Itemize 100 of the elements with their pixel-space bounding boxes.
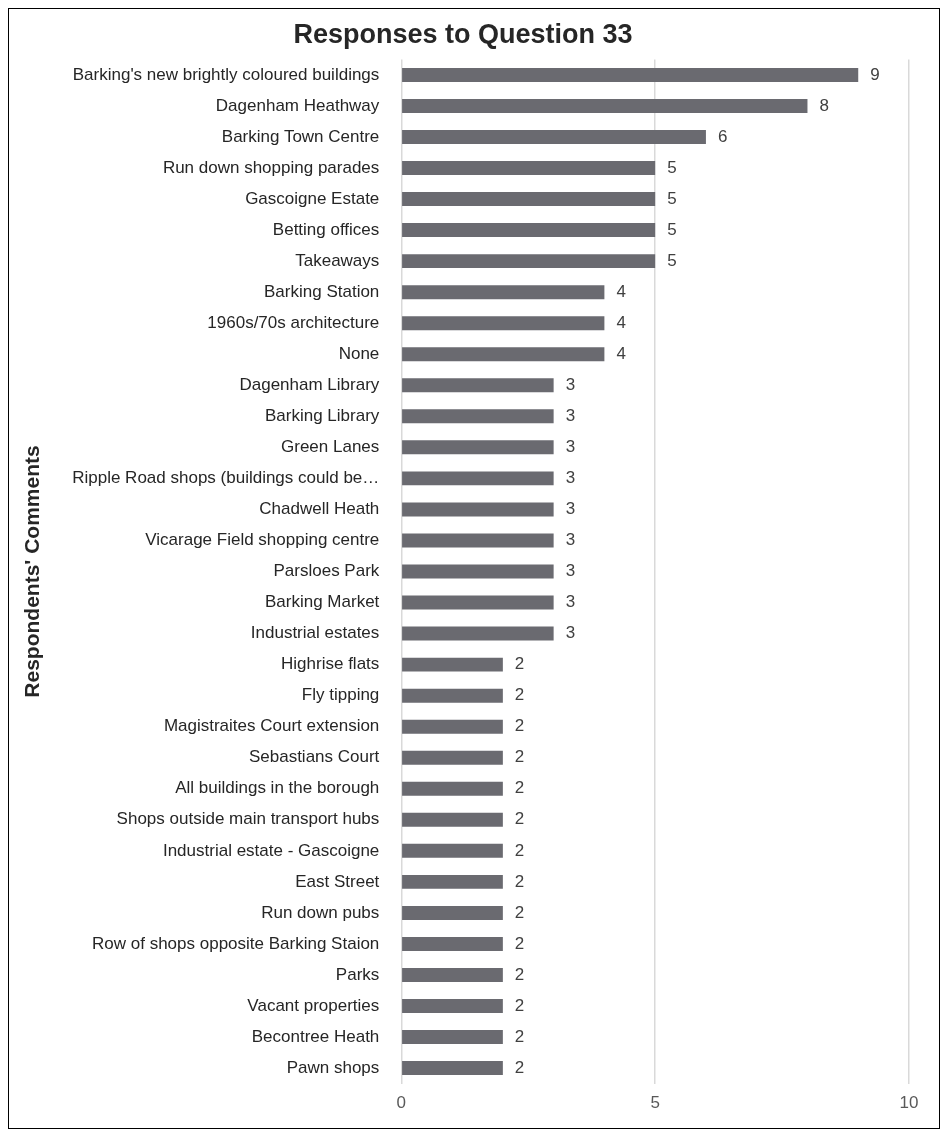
data-label: 2: [514, 747, 525, 767]
bar: [402, 409, 554, 424]
y-tick-label: Gascoigne Estate: [245, 188, 380, 208]
y-tick-label: Industrial estates: [250, 623, 380, 643]
data-label: 2: [514, 964, 525, 984]
bar: [402, 812, 503, 827]
data-label: 9: [870, 64, 880, 84]
bar: [402, 719, 503, 734]
data-label: 3: [565, 592, 576, 612]
bar: [402, 750, 503, 765]
y-tick-label: Betting offices: [272, 219, 380, 239]
y-tick-label: Dagenham Heathway: [215, 95, 380, 115]
y-tick-label: Run down shopping parades: [162, 157, 380, 177]
bar: [402, 657, 503, 672]
bar: [402, 688, 503, 703]
y-tick-label: 1960s/70s architecture: [207, 312, 380, 332]
data-label: 2: [514, 778, 525, 798]
bar: [402, 130, 706, 144]
bar: [402, 471, 554, 486]
data-label: 6: [717, 126, 728, 146]
y-tick-label: Row of shops opposite Barking Staion: [92, 933, 380, 953]
x-tick-label: 10: [899, 1093, 919, 1113]
bar: [402, 1030, 503, 1045]
y-tick-label: Barking Town Centre: [221, 126, 380, 146]
y-tick-label: Chadwell Heath: [259, 499, 380, 519]
bar: [402, 874, 503, 889]
bar: [402, 98, 808, 113]
y-tick-label: Dagenham Library: [239, 374, 380, 394]
bar: [402, 843, 503, 858]
y-tick-label: Green Lanes: [281, 437, 380, 457]
y-tick-label: Barking Station: [264, 281, 380, 301]
data-label: 3: [565, 406, 576, 426]
y-tick-label: Barking's new brightly coloured buildings: [72, 64, 380, 84]
bar: [402, 192, 656, 207]
bar: [402, 440, 554, 455]
data-label: 5: [667, 250, 677, 270]
data-label: 2: [514, 654, 525, 674]
bar: [402, 67, 859, 82]
bar: [402, 905, 503, 920]
data-label: 4: [616, 281, 626, 301]
bar: [402, 533, 554, 548]
y-tick-label: East Street: [295, 871, 380, 891]
y-tick-label: All buildings in the borough: [175, 778, 380, 798]
y-tick-label: Ripple Road shops (buildings could be…: [72, 468, 380, 488]
bar: [402, 347, 605, 362]
bar: [402, 254, 656, 269]
bar: [402, 285, 605, 300]
bar: [402, 626, 554, 641]
y-tick-label: Parks: [335, 964, 380, 984]
y-tick-label: Pawn shops: [286, 1057, 380, 1077]
data-label: 2: [514, 871, 525, 891]
bar: [402, 502, 554, 517]
bar: [402, 1061, 503, 1076]
y-tick-label: None: [338, 343, 380, 363]
data-label: 3: [565, 499, 576, 519]
bar: [402, 378, 554, 393]
y-tick-label: Vacant properties: [247, 995, 380, 1015]
y-tick-label: Run down pubs: [261, 902, 380, 922]
bar: [402, 781, 503, 796]
x-tick-label: 0: [396, 1093, 407, 1113]
bar: [402, 595, 554, 610]
data-label: 4: [616, 312, 626, 332]
data-label: 5: [667, 219, 677, 239]
data-label: 4: [616, 343, 626, 363]
y-tick-label: Magistraites Court extension: [163, 716, 380, 736]
y-tick-label: Parsloes Park: [273, 561, 380, 581]
data-label: 8: [819, 95, 829, 115]
y-tick-label: Industrial estate - Gascoigne: [162, 840, 380, 860]
chart-title: Responses to Question 33: [293, 18, 633, 49]
bar: [402, 564, 554, 579]
data-label: 3: [565, 437, 576, 457]
y-tick-label: Shops outside main transport hubs: [116, 809, 380, 829]
data-label: 5: [667, 157, 677, 177]
bar: [402, 161, 656, 176]
y-tick-label: Highrise flats: [281, 654, 380, 674]
data-label: 2: [514, 902, 525, 922]
data-label: 2: [514, 840, 525, 860]
y-tick-label: Barking Library: [265, 406, 380, 426]
x-tick-label: 5: [650, 1093, 660, 1113]
data-label: 3: [565, 374, 576, 394]
data-label: 2: [514, 1026, 525, 1046]
data-label: 3: [565, 623, 576, 643]
bar: [402, 967, 503, 982]
data-label: 3: [565, 530, 576, 550]
data-label: 2: [514, 809, 525, 829]
y-tick-label: Takeaways: [295, 250, 380, 270]
data-label: 2: [514, 995, 525, 1015]
data-label: 2: [514, 1057, 525, 1077]
y-tick-label: Fly tipping: [301, 685, 380, 705]
data-label: 2: [514, 685, 525, 705]
y-tick-label: Barking Market: [265, 592, 380, 612]
data-label: 2: [514, 933, 525, 953]
y-axis-title: Respondents' Comments: [20, 445, 44, 698]
data-label: 2: [514, 716, 525, 736]
bar: [402, 223, 656, 238]
y-tick-label: Becontree Heath: [251, 1026, 380, 1046]
data-label: 3: [565, 468, 576, 488]
data-label: 5: [667, 188, 677, 208]
y-tick-label: Vicarage Field shopping centre: [145, 530, 380, 550]
bar: [402, 936, 503, 951]
